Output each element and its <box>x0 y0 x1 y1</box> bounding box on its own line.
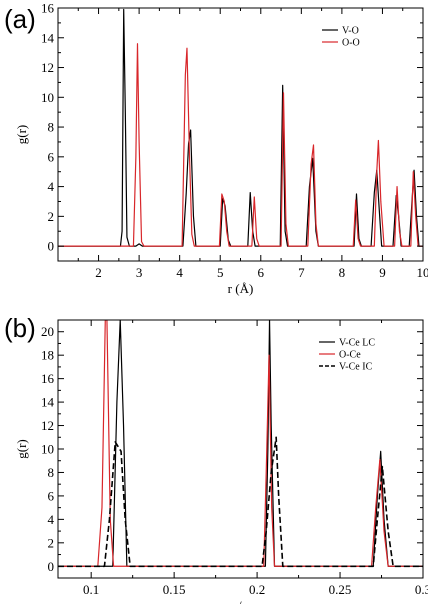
x-tick-label: 0.1 <box>83 582 99 597</box>
y-tick-label: 18 <box>41 348 54 363</box>
x-tick-label: 2 <box>95 265 102 280</box>
y-tick-label: 12 <box>41 60 54 75</box>
x-tick-label: 10 <box>417 265 428 280</box>
y-tick-label: 16 <box>41 371 55 386</box>
x-tick-label: 3 <box>136 265 143 280</box>
y-tick-label: 2 <box>48 209 55 224</box>
y-tick-label: 12 <box>41 418 54 433</box>
y-tick-label: 4 <box>48 512 55 527</box>
y-axis-label: g(r) <box>14 439 29 459</box>
series-line-v-ce-lc <box>58 320 423 567</box>
plot-frame <box>57 319 424 579</box>
y-tick-label: 8 <box>48 465 55 480</box>
legend-label: O-O <box>342 38 360 49</box>
x-tick-label: 6 <box>258 265 265 280</box>
legend: V-OO-O <box>322 26 360 49</box>
y-tick-label: 8 <box>48 120 55 135</box>
series-line-v-o <box>58 8 423 247</box>
plot-frame <box>57 7 424 262</box>
legend-label: V-Ce LC <box>339 338 375 349</box>
y-tick-label: 14 <box>41 395 55 410</box>
panel-b: (b) 0.1 0.15 0.2 0.25 0.3 0 2 4 6 8 10 12 14 16 18 20 r/a… <box>4 313 428 604</box>
x-tick-label: 4 <box>176 265 183 280</box>
panel-label: (b) <box>4 313 36 343</box>
x-tick-label: 0.25 <box>329 582 352 597</box>
x-tick-label: 0.15 <box>163 582 186 597</box>
y-tick-label: 16 <box>41 1 55 16</box>
legend-label: V-O <box>342 26 359 37</box>
legend: V-Ce LCO-CeV-Ce IC <box>319 338 375 373</box>
y-axis-label: g(r) <box>14 125 29 145</box>
x-tick-label: 5 <box>217 265 224 280</box>
x-tick-label: 8 <box>339 265 346 280</box>
y-tick-label: 0 <box>48 239 55 254</box>
x-axis-label: r (Å) <box>228 281 254 296</box>
x-tick-label: 7 <box>298 265 305 280</box>
y-tick-label: 6 <box>48 488 55 503</box>
y-tick-label: 10 <box>41 90 54 105</box>
y-tick-label: 0 <box>48 559 55 574</box>
panel-label: (a) <box>4 4 36 34</box>
series-line-o-o <box>58 43 423 247</box>
y-tick-label: 20 <box>41 324 54 339</box>
y-tick-label: 6 <box>48 149 55 164</box>
y-tick-label: 2 <box>48 535 55 550</box>
panel-a: (a) 2 3 4 5 6 7 8 9 10 0 2 4 6 8 10 12 14 16 r (Å) g(r) V-OO-… <box>4 1 428 297</box>
x-tick-label: 0.3 <box>415 582 428 597</box>
y-tick-label: 10 <box>41 442 54 457</box>
series-line-o-ce <box>58 320 423 567</box>
y-tick-label: 14 <box>41 30 55 45</box>
legend-label: O-Ce <box>339 350 361 361</box>
x-tick-label: 0.2 <box>249 582 265 597</box>
x-axis-label: r/a <box>234 598 248 604</box>
y-tick-label: 4 <box>48 179 55 194</box>
x-tick-label: 9 <box>379 265 386 280</box>
series-line-v-ce-ic <box>58 436 423 568</box>
legend-label: V-Ce IC <box>339 362 373 373</box>
